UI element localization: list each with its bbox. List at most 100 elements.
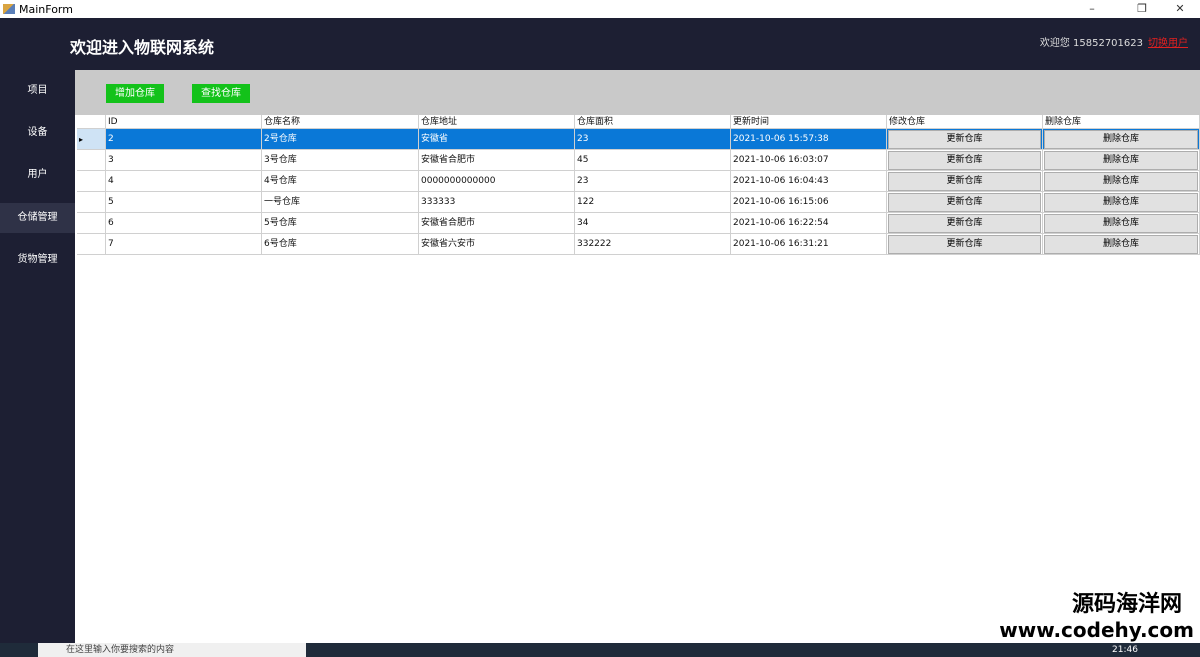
- cell-id: 3: [106, 150, 262, 171]
- sidebar-item[interactable]: 项目: [27, 85, 48, 96]
- column-header[interactable]: ID: [106, 115, 262, 129]
- cell-area: 34: [575, 213, 731, 234]
- row-header[interactable]: ▸: [77, 129, 106, 150]
- table-row[interactable]: 5 一号仓库 333333 122 2021-10-06 16:15:06 更新仓库 删除仓…: [77, 192, 1200, 213]
- cell-addr: 0000000000000: [419, 171, 575, 192]
- close-button[interactable]: ✕: [1175, 2, 1185, 15]
- update-warehouse-button[interactable]: 更新仓库: [888, 193, 1041, 212]
- cell-id: 5: [106, 192, 262, 213]
- cell-addr: 安徽省六安市: [419, 234, 575, 255]
- cell-name: 2号仓库: [262, 129, 419, 150]
- cell-time: 2021-10-06 16:03:07: [731, 150, 887, 171]
- cell-area: 23: [575, 129, 731, 150]
- cell-time: 2021-10-06 15:57:38: [731, 129, 887, 150]
- sidebar-item[interactable]: 用户: [27, 169, 48, 180]
- update-warehouse-button[interactable]: 更新仓库: [888, 130, 1041, 149]
- cell-time: 2021-10-06 16:15:06: [731, 192, 887, 213]
- welcome-text: 欢迎您 15852701623: [1039, 38, 1143, 49]
- table-header: ID 仓库名称 仓库地址 仓库面积 更新时间 修改仓库 删除仓库: [77, 115, 1200, 136]
- maximize-button[interactable]: ❐: [1137, 2, 1147, 15]
- delete-warehouse-button[interactable]: 删除仓库: [1044, 172, 1198, 191]
- cell-area: 332222: [575, 234, 731, 255]
- cell-name: 3号仓库: [262, 150, 419, 171]
- row-header-corner: [77, 115, 106, 129]
- delete-cell: 删除仓库: [1043, 213, 1200, 234]
- update-cell: 更新仓库: [887, 192, 1043, 213]
- update-cell: 更新仓库: [887, 213, 1043, 234]
- warehouse-table: ID 仓库名称 仓库地址 仓库面积 更新时间 修改仓库 删除仓库 ▸ 2 2号仓库 安徽省 23 202…: [75, 115, 1200, 643]
- table-row[interactable]: 3 3号仓库 安徽省合肥市 45 2021-10-06 16:03:07 更新仓库 删除仓库: [77, 150, 1200, 171]
- cell-time: 2021-10-06 16:22:54: [731, 213, 887, 234]
- delete-warehouse-button[interactable]: 删除仓库: [1044, 130, 1198, 149]
- cell-addr: 安徽省合肥市: [419, 213, 575, 234]
- app-icon: [3, 4, 15, 14]
- delete-warehouse-button[interactable]: 删除仓库: [1044, 214, 1198, 233]
- cell-time: 2021-10-06 16:31:21: [731, 234, 887, 255]
- sidebar-item[interactable]: 货物管理: [17, 254, 58, 265]
- cell-id: 2: [106, 129, 262, 150]
- sidebar: 项目设备用户仓储管理货物管理: [0, 70, 75, 643]
- cell-id: 7: [106, 234, 262, 255]
- watermark-line1: 源码海洋网: [1071, 592, 1182, 617]
- column-header[interactable]: 修改仓库: [887, 115, 1043, 129]
- taskbar: 在这里输入你要搜索的内容 21:46: [0, 643, 1200, 657]
- update-cell: 更新仓库: [887, 171, 1043, 192]
- sidebar-item[interactable]: 设备: [27, 127, 48, 138]
- cell-area: 45: [575, 150, 731, 171]
- row-header[interactable]: [77, 171, 106, 192]
- delete-warehouse-button[interactable]: 删除仓库: [1044, 193, 1198, 212]
- table-row[interactable]: 6 5号仓库 安徽省合肥市 34 2021-10-06 16:22:54 更新仓库 删除仓库: [77, 213, 1200, 234]
- add-warehouse-button[interactable]: 增加仓库: [106, 84, 164, 103]
- update-warehouse-button[interactable]: 更新仓库: [888, 172, 1041, 191]
- update-warehouse-button[interactable]: 更新仓库: [888, 235, 1041, 254]
- row-header[interactable]: [77, 192, 106, 213]
- minimize-button[interactable]: –: [1089, 2, 1095, 15]
- cell-addr: 安徽省: [419, 129, 575, 150]
- row-header[interactable]: [77, 213, 106, 234]
- delete-cell: 删除仓库: [1043, 234, 1200, 255]
- delete-warehouse-button[interactable]: 删除仓库: [1044, 151, 1198, 170]
- cell-area: 122: [575, 192, 731, 213]
- toolbar: 增加仓库 查找仓库: [75, 70, 1200, 115]
- app-header: 欢迎进入物联网系统 欢迎您 15852701623 切换用户: [0, 18, 1200, 70]
- delete-cell: 删除仓库: [1043, 192, 1200, 213]
- update-warehouse-button[interactable]: 更新仓库: [888, 151, 1041, 170]
- taskbar-search[interactable]: 在这里输入你要搜索的内容: [38, 643, 306, 657]
- delete-warehouse-button[interactable]: 删除仓库: [1044, 235, 1198, 254]
- cell-id: 4: [106, 171, 262, 192]
- row-header[interactable]: [77, 234, 106, 255]
- user-info: 欢迎您 15852701623 切换用户: [1040, 38, 1188, 50]
- watermark-line2: www.codehy.com: [999, 618, 1194, 642]
- update-cell: 更新仓库: [887, 234, 1043, 255]
- update-cell: 更新仓库: [887, 129, 1043, 150]
- column-header[interactable]: 仓库面积: [575, 115, 731, 129]
- cell-addr: 333333: [419, 192, 575, 213]
- table-row[interactable]: ▸ 2 2号仓库 安徽省 23 2021-10-06 15:57:38 更新仓库 删除仓库: [77, 129, 1200, 150]
- cell-name: 4号仓库: [262, 171, 419, 192]
- app-title: 欢迎进入物联网系统: [70, 38, 215, 57]
- sidebar-item[interactable]: 仓储管理: [0, 203, 75, 233]
- cell-area: 23: [575, 171, 731, 192]
- cell-time: 2021-10-06 16:04:43: [731, 171, 887, 192]
- column-header[interactable]: 删除仓库: [1043, 115, 1200, 129]
- column-header[interactable]: 仓库地址: [419, 115, 575, 129]
- delete-cell: 删除仓库: [1043, 129, 1200, 150]
- column-header[interactable]: 更新时间: [731, 115, 887, 129]
- cell-addr: 安徽省合肥市: [419, 150, 575, 171]
- cell-id: 6: [106, 213, 262, 234]
- window-title: MainForm: [19, 2, 73, 16]
- row-header[interactable]: [77, 150, 106, 171]
- table-row[interactable]: 7 6号仓库 安徽省六安市 332222 2021-10-06 16:31:21 更新仓库…: [77, 234, 1200, 255]
- cell-name: 一号仓库: [262, 192, 419, 213]
- delete-cell: 删除仓库: [1043, 171, 1200, 192]
- delete-cell: 删除仓库: [1043, 150, 1200, 171]
- find-warehouse-button[interactable]: 查找仓库: [192, 84, 250, 103]
- switch-user-link[interactable]: 切换用户: [1148, 38, 1188, 49]
- cell-name: 5号仓库: [262, 213, 419, 234]
- column-header[interactable]: 仓库名称: [262, 115, 419, 129]
- update-warehouse-button[interactable]: 更新仓库: [888, 214, 1041, 233]
- title-bar: MainForm – ❐ ✕: [0, 0, 1200, 18]
- clock: 21:46: [1112, 645, 1138, 655]
- table-row[interactable]: 4 4号仓库 0000000000000 23 2021-10-06 16:04:43 更…: [77, 171, 1200, 192]
- update-cell: 更新仓库: [887, 150, 1043, 171]
